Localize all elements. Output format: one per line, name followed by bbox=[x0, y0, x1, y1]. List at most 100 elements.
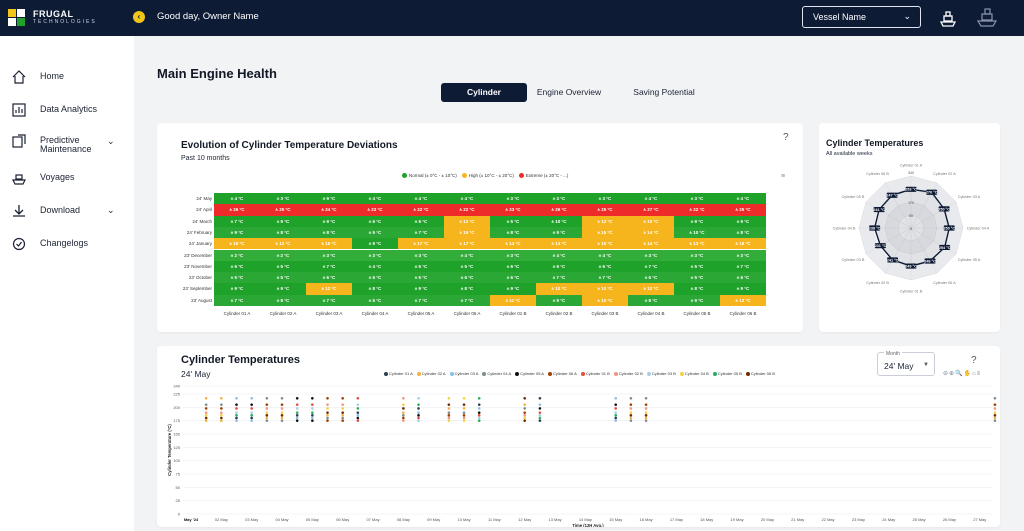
scatter-point[interactable] bbox=[220, 419, 223, 422]
scatter-point[interactable] bbox=[220, 407, 223, 410]
scatter-point[interactable] bbox=[280, 396, 284, 400]
scatter-point[interactable] bbox=[295, 411, 299, 414]
heatmap-cell[interactable]: ± 12 °C bbox=[628, 283, 674, 295]
scatter-point[interactable] bbox=[326, 414, 329, 417]
legend-label[interactable]: Cylinder 05 B bbox=[717, 371, 742, 376]
radar-value-badge[interactable] bbox=[874, 243, 886, 249]
scatter-point[interactable] bbox=[265, 403, 269, 406]
chart-toolbar[interactable]: ⊖⊕🔍✋⌂≡ bbox=[943, 371, 982, 377]
scatter-point[interactable] bbox=[614, 396, 618, 400]
heatmap-cell[interactable]: ± 5 °C bbox=[260, 272, 306, 284]
scatter-point[interactable] bbox=[341, 416, 344, 420]
scatter-point[interactable] bbox=[356, 416, 360, 420]
scatter-point[interactable] bbox=[235, 411, 238, 414]
heatmap-cell[interactable]: ± 4 °C bbox=[352, 260, 398, 273]
legend-label[interactable]: Cylinder 01 A bbox=[389, 371, 413, 376]
heatmap-cell[interactable]: ± 6 °C bbox=[214, 260, 260, 273]
heatmap-cell[interactable]: ± 10 °C bbox=[674, 226, 720, 239]
heatmap-cell[interactable]: ± 14 °C bbox=[490, 238, 536, 250]
scatter-point[interactable] bbox=[477, 403, 481, 406]
scatter-point[interactable] bbox=[417, 419, 420, 422]
heatmap-cell[interactable]: ± 27 °C bbox=[628, 204, 674, 216]
radar-value-badge[interactable] bbox=[943, 225, 955, 231]
sidebar-item-home[interactable]: Home bbox=[12, 68, 132, 90]
heatmap-cell[interactable]: ± 3 °C bbox=[720, 249, 766, 261]
scatter-point[interactable] bbox=[462, 414, 466, 417]
scatter-point[interactable] bbox=[417, 416, 420, 420]
legend-swatch[interactable] bbox=[580, 371, 585, 376]
scatter-point[interactable] bbox=[523, 419, 527, 422]
scatter-point[interactable] bbox=[204, 411, 208, 414]
scatter-point[interactable] bbox=[341, 407, 344, 410]
scatter-point[interactable] bbox=[356, 403, 360, 406]
scatter-point[interactable] bbox=[356, 414, 360, 417]
heatmap-cell[interactable]: ± 10 °C bbox=[628, 215, 674, 227]
legend-swatch[interactable] bbox=[712, 371, 717, 376]
scatter-point[interactable] bbox=[280, 416, 284, 420]
sidebar-item-predictive-maintenance[interactable]: Predictive Maintenance ⌄ bbox=[12, 132, 132, 154]
scatter-point[interactable] bbox=[311, 411, 314, 414]
heatmap-cell[interactable]: ± 13 °C bbox=[674, 238, 720, 250]
scatter-point[interactable] bbox=[993, 396, 997, 400]
legend-label[interactable]: Cylinder 03 B bbox=[651, 371, 676, 376]
scatter-point[interactable] bbox=[250, 396, 253, 400]
heatmap-cell[interactable]: ± 6 °C bbox=[306, 272, 352, 284]
scatter-point[interactable] bbox=[462, 403, 466, 406]
heatmap-cell[interactable]: ± 9 °C bbox=[352, 238, 398, 250]
logo[interactable]: FRUGAL TECHNOLOGIES bbox=[8, 6, 95, 30]
heatmap-cell[interactable]: ± 9 °C bbox=[260, 215, 306, 227]
radar-value-badge[interactable] bbox=[905, 263, 917, 269]
legend-swatch[interactable] bbox=[679, 371, 684, 376]
heatmap-cell[interactable]: ± 7 °C bbox=[628, 260, 674, 273]
scatter-point[interactable] bbox=[417, 396, 420, 400]
sidebar-item-voyages[interactable]: Voyages bbox=[12, 169, 132, 191]
legend-label[interactable]: Cylinder 06 B bbox=[750, 371, 775, 376]
scatter-point[interactable] bbox=[311, 403, 314, 406]
heatmap-cell[interactable]: ± 12 °C bbox=[260, 238, 306, 250]
heatmap-cell[interactable]: ± 8 °C bbox=[720, 226, 766, 239]
scatter-point[interactable] bbox=[417, 407, 420, 410]
scatter-point[interactable] bbox=[644, 411, 648, 414]
help-icon[interactable]: ? bbox=[971, 355, 977, 366]
scatter-point[interactable] bbox=[447, 416, 451, 420]
heatmap-cell[interactable]: ± 16 °C bbox=[214, 238, 260, 250]
heatmap-cell[interactable]: ± 5 °C bbox=[444, 260, 490, 273]
scatter-point[interactable] bbox=[295, 403, 299, 406]
heatmap-cell[interactable]: ± 26 °C bbox=[536, 204, 582, 216]
help-icon[interactable]: ? bbox=[783, 132, 789, 143]
heatmap-cell[interactable]: ± 3 °C bbox=[582, 193, 628, 205]
heatmap-cell[interactable]: ± 10 °C bbox=[582, 294, 628, 306]
heatmap-cell[interactable]: ± 10 °C bbox=[582, 283, 628, 295]
scatter-point[interactable] bbox=[477, 396, 481, 400]
heatmap-cell[interactable]: ± 6 °C bbox=[490, 260, 536, 273]
scatter-point[interactable] bbox=[235, 416, 238, 420]
scatter-point[interactable] bbox=[326, 416, 329, 420]
scatter-point[interactable] bbox=[311, 407, 314, 410]
heatmap-cell[interactable]: ± 9 °C bbox=[720, 283, 766, 295]
heatmap-cell[interactable]: ± 16 °C bbox=[720, 238, 766, 250]
scatter-point[interactable] bbox=[538, 403, 542, 406]
heatmap-cell[interactable]: ± 8 °C bbox=[628, 294, 674, 306]
heatmap-cell[interactable]: ± 11 °C bbox=[490, 294, 536, 306]
scatter-point[interactable] bbox=[462, 419, 466, 422]
heatmap-cell[interactable]: ± 14 °C bbox=[628, 226, 674, 239]
legend-swatch[interactable] bbox=[547, 371, 552, 376]
heatmap-cell[interactable]: ± 9 °C bbox=[674, 215, 720, 227]
chart-menu-icon[interactable]: ≡ bbox=[781, 173, 786, 180]
scatter-point[interactable] bbox=[477, 414, 481, 417]
heatmap-cell[interactable]: ± 12 °C bbox=[306, 283, 352, 295]
heatmap-cell[interactable]: ± 4 °C bbox=[398, 193, 444, 205]
heatmap-cell[interactable]: ± 3 °C bbox=[490, 193, 536, 205]
scatter-point[interactable] bbox=[326, 419, 329, 422]
heatmap-cell[interactable]: ± 5 °C bbox=[214, 272, 260, 284]
legend-label[interactable]: Cylinder 02 B bbox=[618, 371, 643, 376]
heatmap-cell[interactable]: ± 25 °C bbox=[582, 204, 628, 216]
heatmap-cell[interactable]: ± 7 °C bbox=[720, 260, 766, 273]
heatmap-cell[interactable]: ± 22 °C bbox=[398, 204, 444, 216]
heatmap-cell[interactable]: ± 3 °C bbox=[674, 193, 720, 205]
legend-label[interactable]: Cylinder 02 A bbox=[421, 371, 446, 376]
heatmap-cell[interactable]: ± 3 °C bbox=[260, 193, 306, 205]
heatmap-cell[interactable]: ± 4 °C bbox=[628, 193, 674, 205]
scatter-point[interactable] bbox=[295, 419, 299, 422]
heatmap-cell[interactable]: ± 9 °C bbox=[490, 283, 536, 295]
